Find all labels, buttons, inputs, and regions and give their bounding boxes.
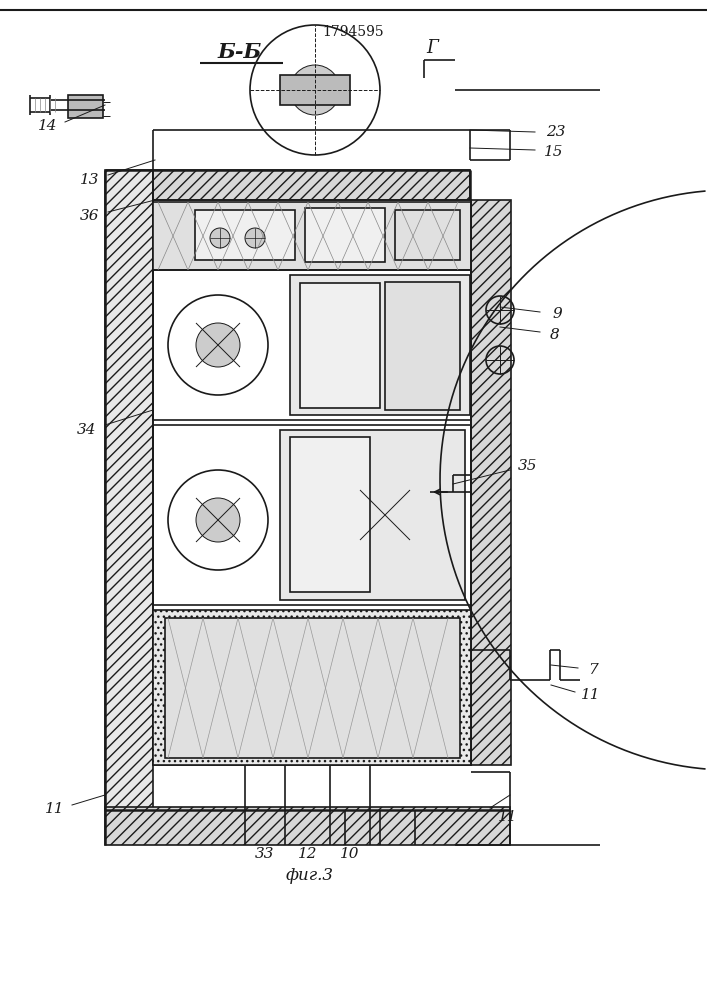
- Circle shape: [196, 323, 240, 367]
- Text: Г: Г: [426, 39, 438, 57]
- Text: 14: 14: [38, 119, 58, 133]
- Bar: [153, 610, 471, 765]
- Bar: [290, 275, 470, 415]
- Bar: [280, 430, 465, 600]
- Text: 15: 15: [544, 145, 563, 159]
- Text: 11: 11: [498, 810, 518, 824]
- Bar: [395, 210, 460, 260]
- Bar: [105, 170, 153, 810]
- Circle shape: [210, 228, 230, 248]
- Bar: [300, 283, 380, 408]
- Text: 7: 7: [588, 663, 598, 677]
- Text: 11: 11: [45, 802, 65, 816]
- Text: 34: 34: [77, 423, 97, 437]
- Bar: [280, 75, 350, 105]
- Text: 35: 35: [518, 459, 538, 473]
- Text: фиг.3: фиг.3: [286, 866, 334, 884]
- Text: 12: 12: [298, 847, 317, 861]
- Bar: [305, 208, 385, 262]
- Text: Б-Б: Б-Б: [218, 42, 262, 62]
- Text: 36: 36: [81, 209, 100, 223]
- Bar: [385, 282, 460, 410]
- Circle shape: [290, 65, 340, 115]
- Bar: [165, 618, 460, 758]
- Bar: [195, 210, 295, 260]
- Circle shape: [196, 498, 240, 542]
- Text: 13: 13: [81, 173, 100, 187]
- Text: 33: 33: [255, 847, 275, 861]
- Bar: [471, 200, 511, 765]
- Circle shape: [245, 228, 265, 248]
- Text: 23: 23: [547, 125, 566, 139]
- Text: 8: 8: [550, 328, 560, 342]
- Bar: [153, 200, 471, 765]
- Bar: [153, 202, 471, 270]
- Bar: [68, 95, 103, 118]
- Text: 1794595: 1794595: [322, 25, 384, 39]
- Bar: [153, 425, 471, 605]
- Bar: [290, 437, 370, 592]
- Bar: [105, 807, 510, 845]
- Text: 10: 10: [340, 847, 360, 861]
- Text: 11: 11: [581, 688, 601, 702]
- Bar: [153, 170, 470, 200]
- Circle shape: [360, 490, 410, 540]
- Text: 9: 9: [552, 307, 562, 321]
- Bar: [153, 270, 471, 420]
